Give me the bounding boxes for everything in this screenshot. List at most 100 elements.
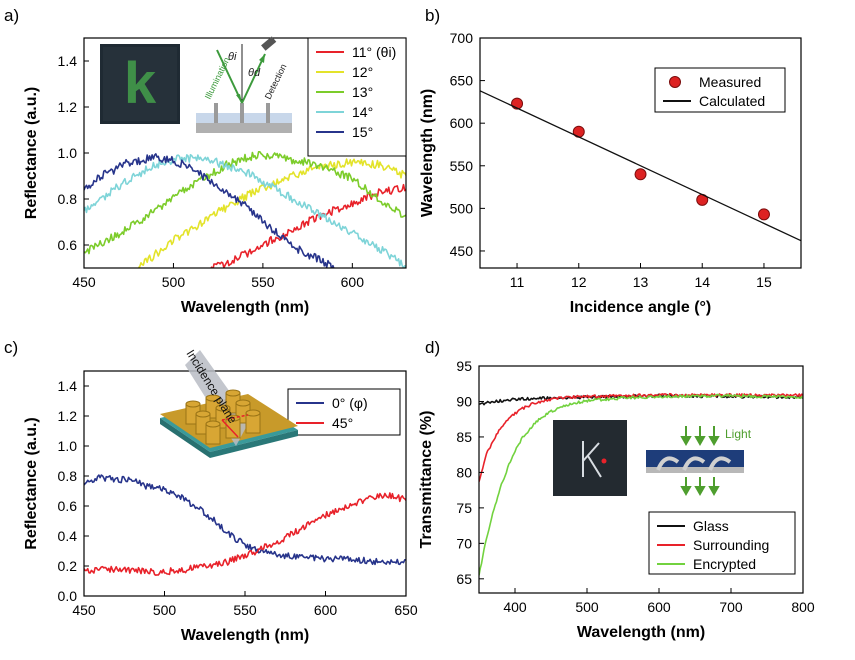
y-tick-label: 85 xyxy=(456,429,472,445)
x-tick-label: 450 xyxy=(72,274,96,290)
x-tick-label: 12 xyxy=(571,274,587,290)
legend-label-0: 11° (θi) xyxy=(352,44,396,60)
inset-a-illumination: Illumination xyxy=(203,56,232,101)
x-tick-label: 550 xyxy=(251,274,275,290)
y-tick-label: 650 xyxy=(450,73,474,89)
x-tick-label: 500 xyxy=(153,602,177,618)
chart-b: 11 12 13 14 15 450 500 550 600 650 700 Incidence an… xyxy=(419,30,802,316)
legend-box-c xyxy=(287,388,401,436)
inset-d-photo xyxy=(553,420,627,496)
x-tick-label: 800 xyxy=(791,599,815,615)
x-tick-label: 15 xyxy=(756,274,772,290)
y-tick-label: 0.0 xyxy=(58,588,78,604)
panel-label-b: b) xyxy=(425,6,441,25)
plot-frame-d xyxy=(478,365,804,594)
chart-a: 450 500 550 600 0.6 0.8 1.0 1.2 1.4 Wavelength (n… xyxy=(23,37,407,316)
x-tick-label: 500 xyxy=(575,599,599,615)
series-line-a-4 xyxy=(84,153,335,268)
legend-label-2: Encrypted xyxy=(693,556,756,572)
y-tick-label: 1.0 xyxy=(58,438,78,454)
series-line-a-1 xyxy=(138,158,406,268)
y-axis-label: Reflectance (a.u.) xyxy=(23,87,40,219)
series-line-c-0 xyxy=(84,474,406,566)
y-tick-label: 0.2 xyxy=(58,558,78,574)
x-tick-label: 600 xyxy=(341,274,365,290)
y-axis-label: Transmittance (%) xyxy=(418,411,435,549)
y-tick-label: 70 xyxy=(456,535,472,551)
y-tick-label: 65 xyxy=(456,571,472,587)
legend-label-1: Surrounding xyxy=(693,537,769,553)
y-tick-label: 0.6 xyxy=(58,237,78,253)
legend-box-b xyxy=(654,67,786,113)
light-arrows-out-icon xyxy=(680,477,720,497)
y-tick-label: 0.6 xyxy=(58,498,78,514)
inset-d-k-letter xyxy=(582,441,602,478)
legend-label-0: Measured xyxy=(699,74,761,90)
y-tick-label: 700 xyxy=(450,30,474,46)
legend-box-a xyxy=(307,37,407,157)
x-tick-label: 650 xyxy=(394,602,418,618)
x-tick-label: 13 xyxy=(633,274,649,290)
chart-d: 400 500 600 700 800 65 70 75 80 85 90 95 Wavelength … xyxy=(418,358,815,641)
series-line-b-1 xyxy=(480,90,801,242)
x-axis-label: Wavelength (nm) xyxy=(181,627,309,644)
y-tick-label: 90 xyxy=(456,393,472,409)
x-axis-label: Incidence angle (°) xyxy=(570,299,712,316)
y-tick-label: 75 xyxy=(456,500,472,516)
x-tick-label: 400 xyxy=(503,599,527,615)
legend-label-4: 15° xyxy=(352,124,373,140)
y-tick-label: 0.8 xyxy=(58,468,78,484)
y-tick-label: 0.8 xyxy=(58,191,78,207)
y-axis-label: Reflectance (a.u.) xyxy=(23,417,40,549)
inset-d-schematic: Light xyxy=(646,426,752,497)
y-tick-label: 450 xyxy=(450,243,474,259)
legend-label-1: Calculated xyxy=(699,93,765,109)
inset-a-letter: k xyxy=(124,51,157,116)
inset-a-theta-i: θi xyxy=(228,51,237,63)
x-tick-label: 450 xyxy=(72,602,96,618)
panel-label-c: c) xyxy=(4,338,19,357)
y-tick-label: 0.4 xyxy=(58,528,78,544)
inset-d-light-label: Light xyxy=(725,427,752,441)
series-line-a-3 xyxy=(84,154,406,268)
inset-d-red-dot xyxy=(601,458,607,464)
x-tick-label: 700 xyxy=(719,599,743,615)
legend-label-0: 0° (φ) xyxy=(332,395,368,411)
inset-a-theta-d: θd xyxy=(248,67,261,79)
illumination-arrow-icon xyxy=(236,94,242,103)
inset-a-photo: k xyxy=(100,44,180,124)
series-line-d-2 xyxy=(479,393,803,576)
y-tick-label: 1.0 xyxy=(58,145,78,161)
x-tick-label: 600 xyxy=(314,602,338,618)
x-tick-label: 500 xyxy=(162,274,186,290)
legend-label-2: 13° xyxy=(352,84,373,100)
x-axis-label: Wavelength (nm) xyxy=(577,624,705,641)
legend-label-3: 14° xyxy=(352,104,373,120)
detection-arrow-icon xyxy=(259,54,265,63)
series-line-d-1 xyxy=(479,392,803,482)
x-axis-label: Wavelength (nm) xyxy=(181,299,309,316)
x-tick-label: 600 xyxy=(647,599,671,615)
panel-label-a: a) xyxy=(4,6,20,25)
y-axis-label: Wavelength (nm) xyxy=(419,89,436,217)
x-tick-label: 14 xyxy=(694,274,710,290)
y-tick-label: 500 xyxy=(450,200,474,216)
y-tick-label: 1.4 xyxy=(58,53,78,69)
marker-b-0-4 xyxy=(757,208,770,221)
marker-b-0-2 xyxy=(634,168,647,181)
y-tick-label: 80 xyxy=(456,464,472,480)
y-tick-label: 1.2 xyxy=(58,408,78,424)
panel-label-d: d) xyxy=(425,338,441,357)
x-tick-label: 550 xyxy=(233,602,257,618)
series-line-a-2 xyxy=(84,151,406,255)
legend-label-1: 12° xyxy=(352,64,373,80)
detector-icon xyxy=(261,36,277,51)
y-tick-label: 1.4 xyxy=(58,378,78,394)
x-tick-label: 11 xyxy=(510,274,525,290)
legend-label-0: Glass xyxy=(693,518,729,534)
y-tick-label: 1.2 xyxy=(58,99,78,115)
y-tick-label: 550 xyxy=(450,158,474,174)
chart-c: 450 500 550 600 650 0.0 0.2 0.4 0.6 0.8 1.0 1.2 1.4 W… xyxy=(23,370,418,644)
inset-a-schematic: θi θd Illumination Detection xyxy=(196,36,292,133)
